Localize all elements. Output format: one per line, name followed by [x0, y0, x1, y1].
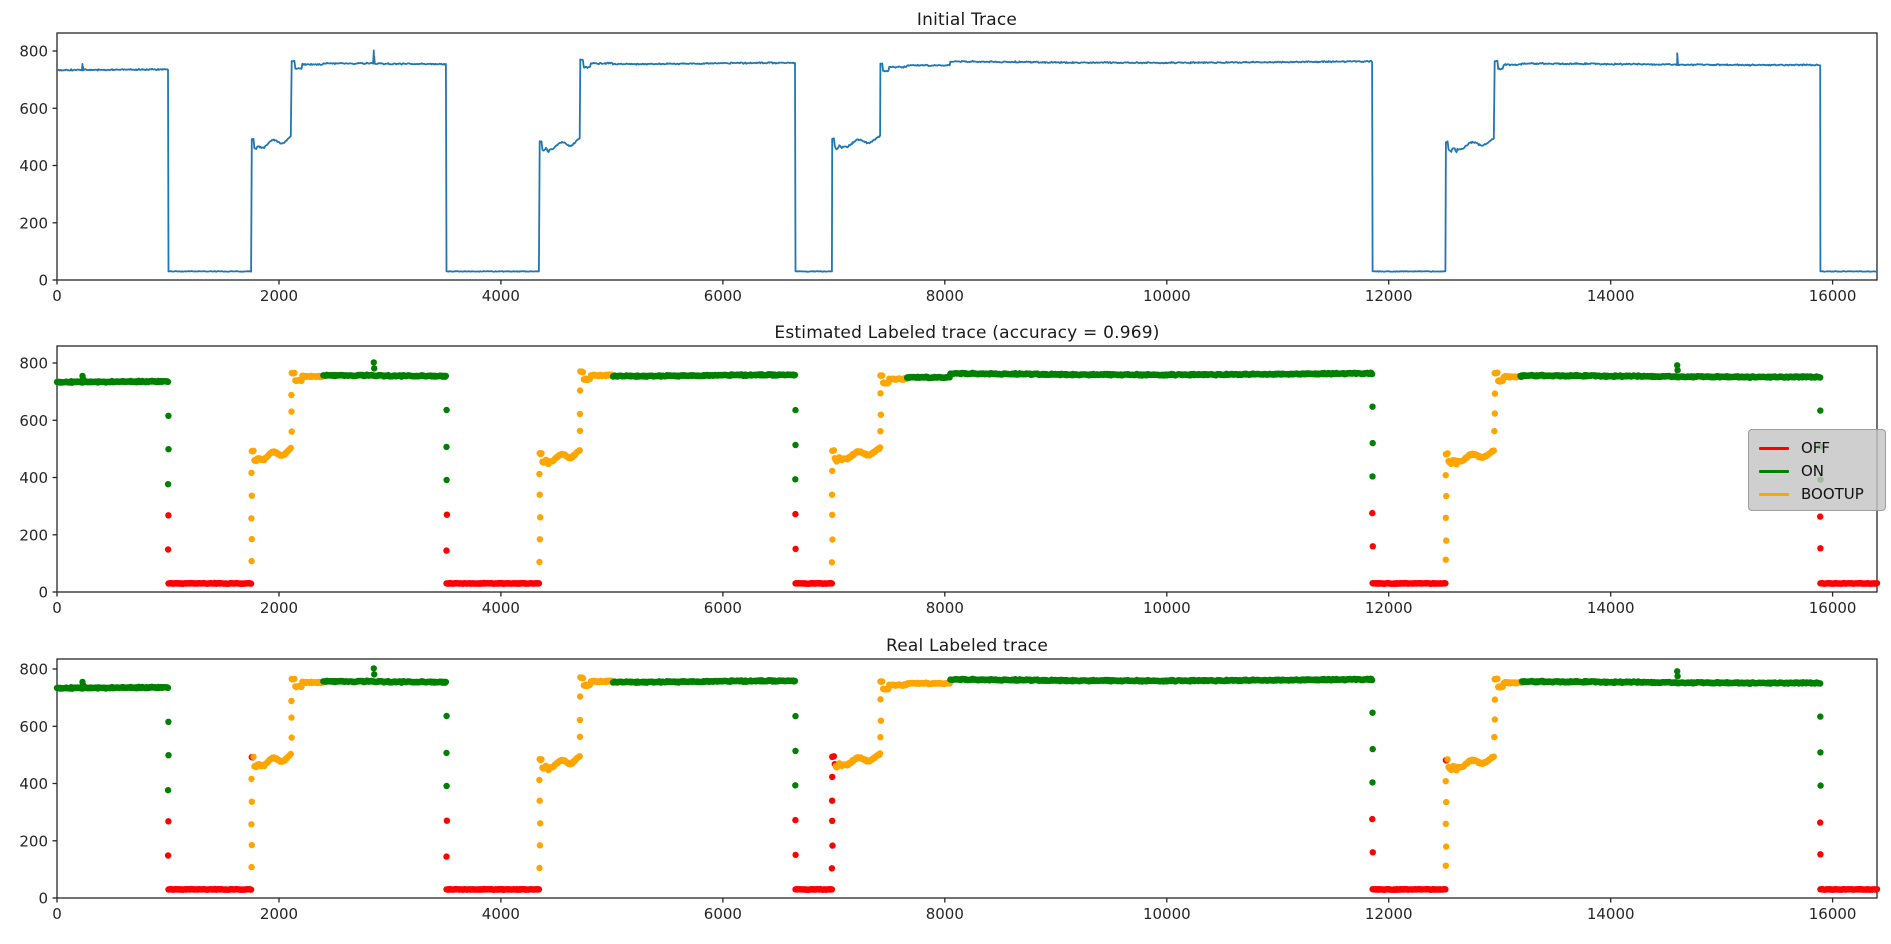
svg-text:0: 0	[52, 905, 62, 923]
svg-text:2000: 2000	[260, 599, 298, 617]
svg-text:0: 0	[52, 287, 62, 305]
svg-text:10000: 10000	[1143, 599, 1191, 617]
svg-text:14000: 14000	[1587, 905, 1635, 923]
svg-text:800: 800	[19, 43, 48, 61]
svg-text:16000: 16000	[1809, 599, 1857, 617]
legend-on-label: ON	[1801, 462, 1825, 480]
plot2-title: Estimated Labeled trace (accuracy = 0.96…	[774, 323, 1160, 343]
svg-text:12000: 12000	[1365, 599, 1413, 617]
svg-text:14000: 14000	[1587, 287, 1635, 305]
svg-text:2000: 2000	[260, 287, 298, 305]
svg-text:4000: 4000	[482, 287, 520, 305]
svg-text:6000: 6000	[704, 905, 742, 923]
svg-text:600: 600	[19, 718, 48, 736]
subplot-2-axes: 0 2000 4000 6000 8000 10000 12000 14000 16000 0 20…	[19, 658, 1878, 923]
svg-text:0: 0	[38, 584, 48, 602]
svg-text:12000: 12000	[1365, 287, 1413, 305]
svg-text:600: 600	[19, 100, 48, 118]
plot3-title: Real Labeled trace	[885, 636, 1049, 656]
svg-text:800: 800	[19, 355, 48, 373]
svg-text:200: 200	[19, 214, 48, 232]
svg-text:16000: 16000	[1809, 905, 1857, 923]
legend-off-label: OFF	[1801, 439, 1831, 457]
subplot-2-scatter-series	[53, 665, 1881, 893]
svg-text:0: 0	[38, 272, 48, 290]
subplot-0-axes: 0 2000 4000 6000 8000 10000 12000 14000 16000 0 20…	[19, 32, 1878, 305]
subplot-0-line-series	[56, 49, 1878, 273]
svg-text:200: 200	[19, 832, 48, 850]
legend-on-line-icon	[1759, 469, 1789, 474]
svg-text:600: 600	[19, 412, 48, 430]
svg-text:16000: 16000	[1809, 287, 1857, 305]
legend-off-line-icon	[1759, 446, 1789, 451]
svg-text:4000: 4000	[482, 599, 520, 617]
svg-text:400: 400	[19, 469, 48, 487]
legend-row-bootup: BOOTUP	[1759, 483, 1885, 506]
legend: OFF ON BOOTUP	[1748, 429, 1886, 511]
legend-bootup-label: BOOTUP	[1801, 485, 1864, 503]
svg-text:6000: 6000	[704, 599, 742, 617]
svg-text:800: 800	[19, 661, 48, 679]
svg-text:6000: 6000	[704, 287, 742, 305]
svg-text:400: 400	[19, 157, 48, 175]
svg-text:200: 200	[19, 526, 48, 544]
svg-text:400: 400	[19, 775, 48, 793]
svg-text:4000: 4000	[482, 905, 520, 923]
svg-text:0: 0	[52, 599, 62, 617]
subplot-1-axes: 0 2000 4000 6000 8000 10000 12000 14000 16000 0 20…	[19, 345, 1878, 617]
svg-text:0: 0	[38, 890, 48, 908]
svg-text:8000: 8000	[926, 287, 964, 305]
svg-text:12000: 12000	[1365, 905, 1413, 923]
svg-text:8000: 8000	[926, 905, 964, 923]
svg-text:8000: 8000	[926, 599, 964, 617]
legend-bootup-line-icon	[1759, 492, 1789, 497]
subplot-1-scatter-series	[53, 359, 1881, 587]
legend-row-off: OFF	[1759, 437, 1885, 460]
svg-text:10000: 10000	[1143, 287, 1191, 305]
svg-text:14000: 14000	[1587, 599, 1635, 617]
legend-row-on: ON	[1759, 460, 1885, 483]
svg-text:10000: 10000	[1143, 905, 1191, 923]
plot1-title: Initial Trace	[916, 10, 1018, 30]
svg-text:2000: 2000	[260, 905, 298, 923]
